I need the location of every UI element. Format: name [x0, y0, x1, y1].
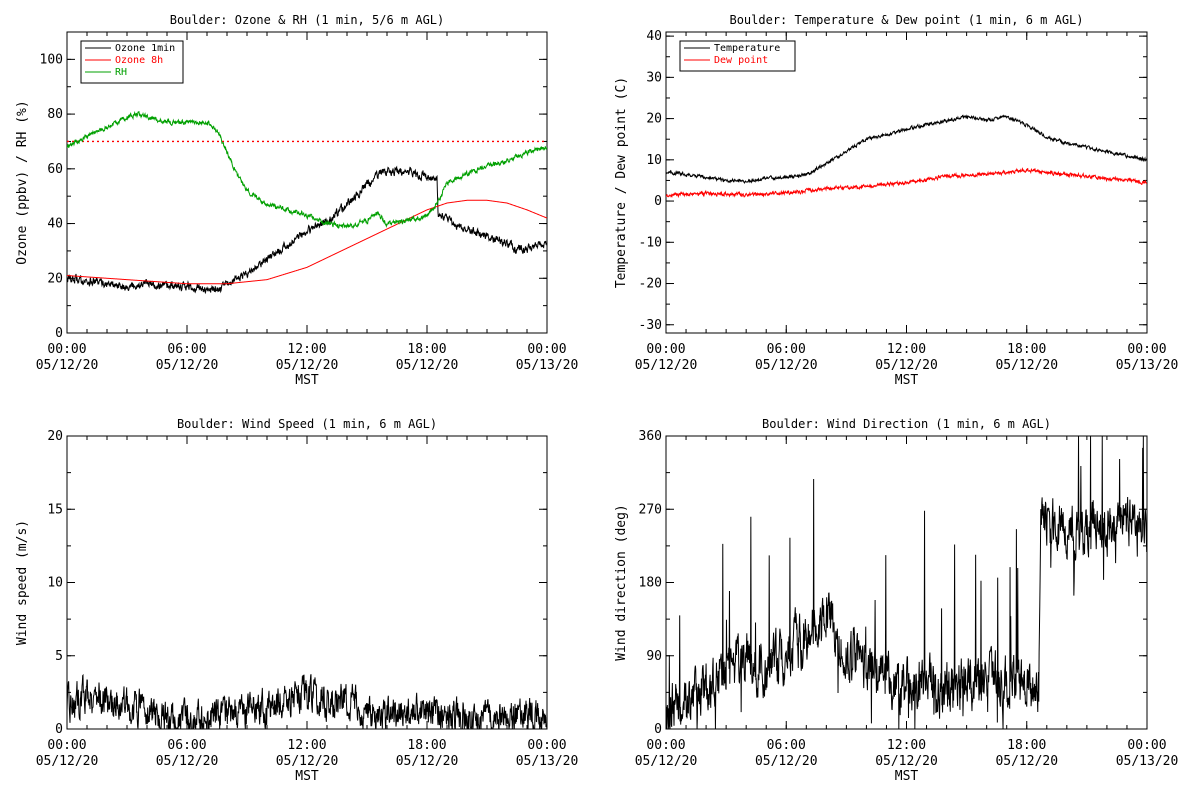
y-tick-label: 0 [654, 722, 662, 737]
x-tick-label-date: 05/13/20 [1116, 358, 1179, 373]
x-tick-label-time: 12:00 [287, 738, 326, 753]
y-tick-label: 10 [646, 153, 662, 168]
x-tick-label-time: 06:00 [767, 738, 806, 753]
x-tick-label-date: 05/12/20 [875, 358, 938, 373]
chart-title: Boulder: Ozone & RH (1 min, 5/6 m AGL) [170, 13, 445, 27]
x-tick-label-time: 18:00 [1007, 342, 1046, 357]
y-tick-label: 10 [47, 576, 63, 591]
x-tick-label-date: 05/12/20 [635, 358, 698, 373]
series-line-1 [666, 436, 1147, 729]
x-tick-label-date: 05/12/20 [36, 754, 99, 769]
y-axis-label: Wind direction (deg) [614, 504, 629, 661]
chart-panel-2: Boulder: Temperature & Dew point (1 min,… [614, 13, 1178, 388]
x-tick-label-time: 00:00 [527, 342, 566, 357]
y-tick-label: 100 [40, 52, 63, 67]
x-axis-label: MST [895, 373, 919, 388]
legend-label: Ozone 8h [115, 55, 163, 66]
y-tick-label: -20 [639, 277, 662, 292]
x-tick-label-date: 05/12/20 [875, 754, 938, 769]
legend-label: RH [115, 67, 127, 78]
x-axis-label: MST [295, 769, 319, 784]
series-line-1 [67, 673, 547, 729]
y-tick-label: 5 [55, 649, 63, 664]
x-tick-label-date: 05/12/20 [995, 358, 1058, 373]
x-tick-label-date: 05/12/20 [396, 358, 459, 373]
x-tick-label-date: 05/12/20 [755, 358, 818, 373]
y-tick-label: 270 [639, 502, 662, 517]
series-line-temperature [666, 114, 1147, 184]
x-tick-label-date: 05/12/20 [156, 754, 219, 769]
x-tick-label-time: 18:00 [1007, 738, 1046, 753]
y-tick-label: 90 [646, 649, 662, 664]
x-tick-label-date: 05/12/20 [755, 754, 818, 769]
y-tick-label: 0 [654, 194, 662, 209]
y-tick-label: 80 [47, 107, 63, 122]
x-tick-label-time: 00:00 [1127, 738, 1166, 753]
legend-label: Dew point [714, 55, 768, 66]
series-line-ozone-8h [67, 199, 547, 285]
x-tick-label-time: 00:00 [527, 738, 566, 753]
x-tick-label-time: 12:00 [887, 342, 926, 357]
y-axis-label: Wind speed (m/s) [15, 520, 30, 645]
chart-title: Boulder: Wind Speed (1 min, 6 m AGL) [177, 417, 437, 431]
legend-box [679, 40, 796, 72]
y-tick-label: 60 [47, 162, 63, 177]
y-tick-label: 360 [639, 429, 662, 444]
x-tick-label-time: 18:00 [407, 342, 446, 357]
x-tick-label-date: 05/12/20 [635, 754, 698, 769]
y-tick-label: 20 [646, 112, 662, 127]
y-tick-label: 180 [639, 576, 662, 591]
x-tick-label-time: 06:00 [167, 342, 206, 357]
x-tick-label-date: 05/12/20 [995, 754, 1058, 769]
y-tick-label: 40 [646, 29, 662, 44]
x-tick-label-date: 05/12/20 [36, 358, 99, 373]
y-tick-label: 0 [55, 722, 63, 737]
chart-panel-1: Boulder: Ozone & RH (1 min, 5/6 m AGL) 0 2… [15, 13, 578, 388]
y-tick-label: 20 [47, 271, 63, 286]
x-tick-label-date: 05/12/20 [276, 358, 339, 373]
x-tick-label-time: 18:00 [407, 738, 446, 753]
x-tick-label-time: 12:00 [287, 342, 326, 357]
x-tick-label-time: 06:00 [767, 342, 806, 357]
y-tick-label: 40 [47, 217, 63, 232]
x-axis-label: MST [295, 373, 319, 388]
y-axis-label: Ozone (ppbv) / RH (%) [15, 100, 30, 264]
series-line-ozone-1min [67, 165, 547, 295]
y-tick-label: 20 [47, 429, 63, 444]
y-axis-label: Temperature / Dew point (C) [614, 77, 629, 288]
x-tick-label-time: 00:00 [1127, 342, 1166, 357]
series-line-rh [67, 110, 547, 230]
x-tick-label-date: 05/13/20 [516, 358, 579, 373]
y-tick-label: 15 [47, 502, 63, 517]
chart-panel-4: Boulder: Wind Direction (1 min, 6 m AGL)… [614, 417, 1178, 784]
chart-title: Boulder: Temperature & Dew point (1 min,… [729, 13, 1083, 27]
y-tick-label: -30 [639, 318, 662, 333]
chart-title: Boulder: Wind Direction (1 min, 6 m AGL) [762, 417, 1051, 431]
y-tick-label: -10 [639, 235, 662, 250]
x-tick-label-date: 05/13/20 [516, 754, 579, 769]
x-tick-label-date: 05/12/20 [156, 358, 219, 373]
x-tick-label-date: 05/12/20 [276, 754, 339, 769]
series-line-dew-point [666, 167, 1147, 199]
x-tick-label-time: 12:00 [887, 738, 926, 753]
x-axis-label: MST [895, 769, 919, 784]
x-tick-label-time: 00:00 [47, 342, 86, 357]
x-tick-label-time: 00:00 [47, 738, 86, 753]
y-tick-label: 30 [646, 70, 662, 85]
legend-label: Ozone 1min [115, 43, 175, 54]
x-tick-label-time: 00:00 [646, 342, 685, 357]
chart-panel-3: Boulder: Wind Speed (1 min, 6 m AGL) 0 5 10… [15, 417, 578, 784]
legend-label: Temperature [714, 43, 780, 54]
x-tick-label-time: 00:00 [646, 738, 685, 753]
x-tick-label-date: 05/12/20 [396, 754, 459, 769]
y-tick-label: 0 [55, 326, 63, 341]
x-tick-label-time: 06:00 [167, 738, 206, 753]
x-tick-label-date: 05/13/20 [1116, 754, 1179, 769]
